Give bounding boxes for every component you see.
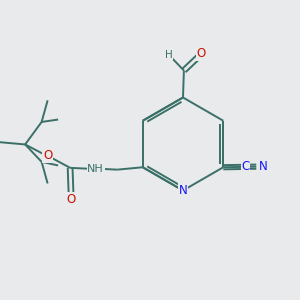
Text: O: O [66,193,75,206]
Text: C: C [242,160,250,173]
Text: H: H [165,50,173,60]
Text: N: N [178,184,188,197]
Text: O: O [43,149,52,162]
Text: N: N [259,160,268,173]
Text: NH: NH [87,164,104,174]
Text: O: O [197,47,206,61]
